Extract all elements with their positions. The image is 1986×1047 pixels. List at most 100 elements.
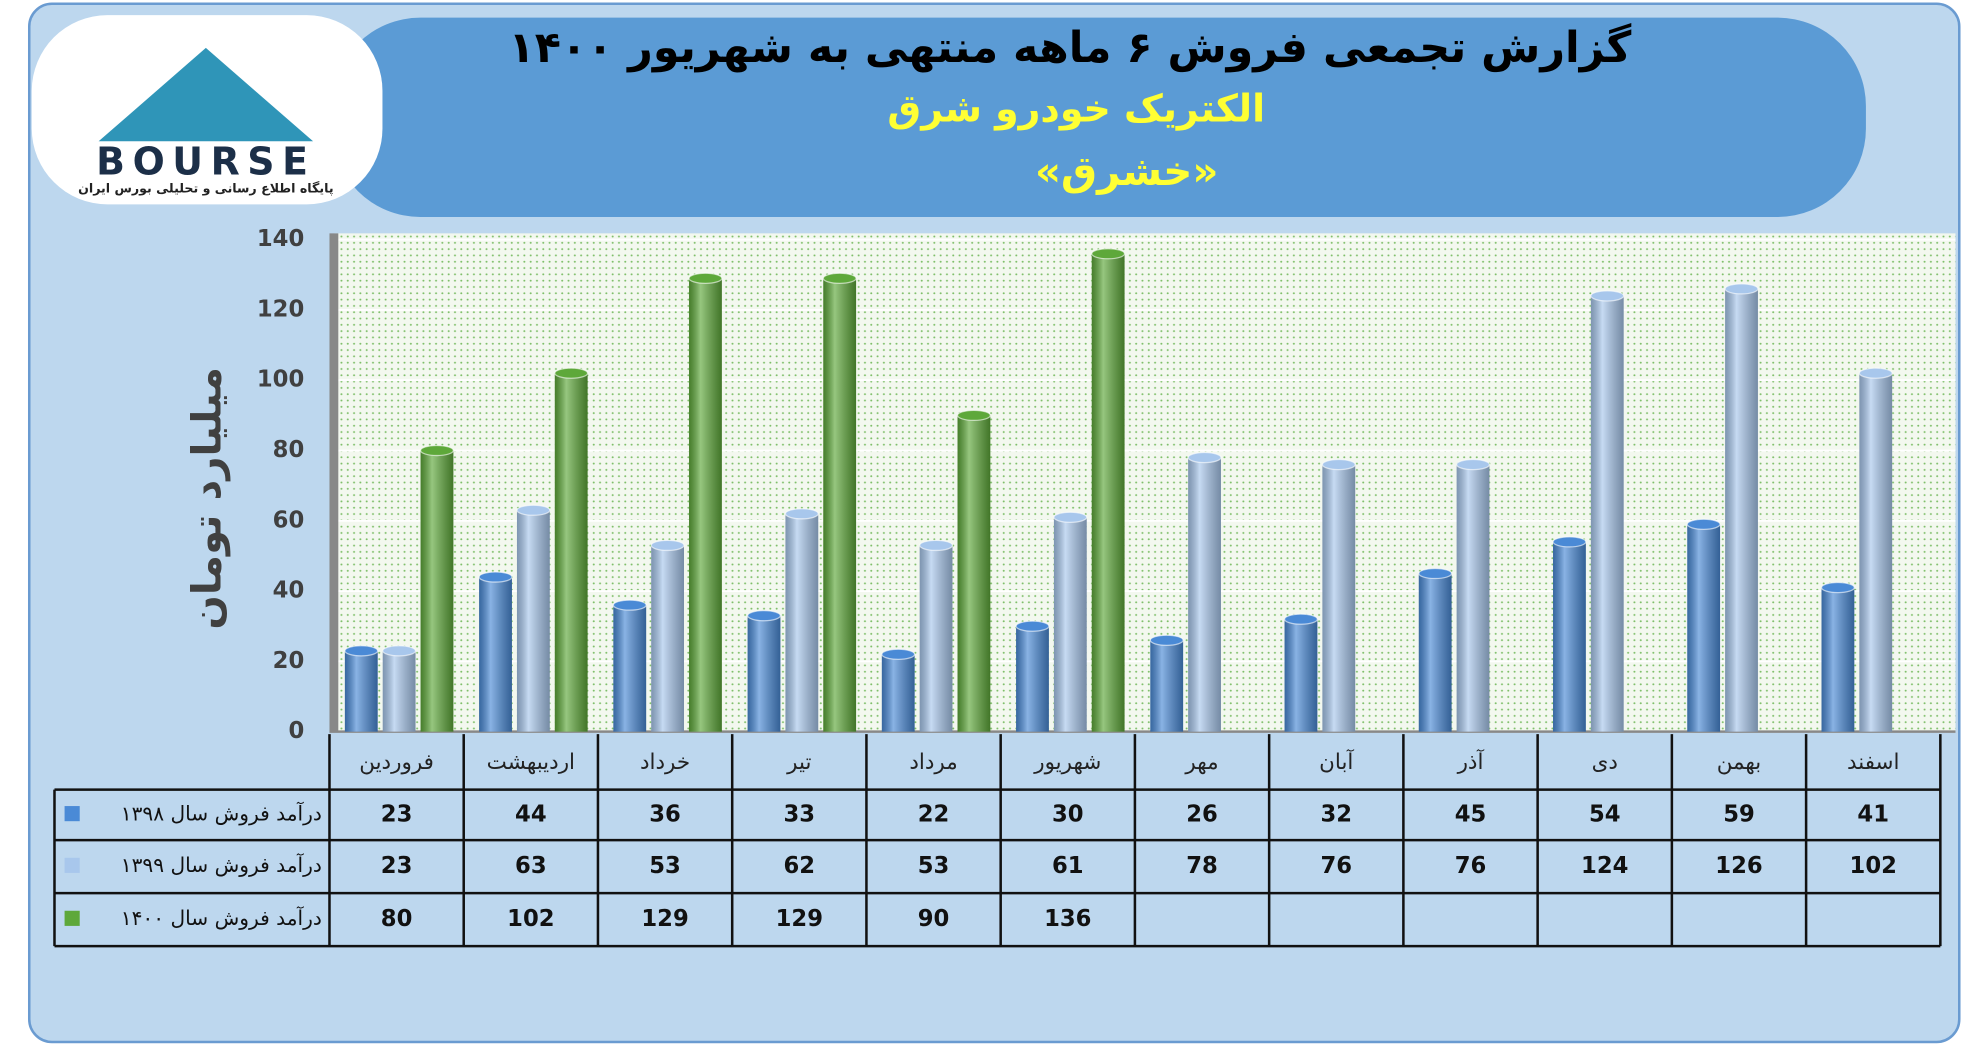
bar-top (344, 645, 379, 657)
x-tick-label: مهر (1184, 750, 1218, 775)
bar-shine (516, 510, 550, 732)
table-value: 54 (1589, 801, 1621, 827)
bar-shine (1091, 253, 1125, 732)
bar-top (1149, 634, 1184, 646)
table-value: 129 (776, 906, 823, 932)
bar-shine (1590, 295, 1624, 732)
bar-shine (823, 278, 857, 732)
table-value: 23 (381, 853, 413, 879)
table-value: 78 (1186, 853, 1218, 879)
table-value: 41 (1857, 801, 1889, 827)
x-tick-label: مرداد (909, 750, 957, 775)
bar-top (1552, 536, 1587, 548)
bar-shine (651, 545, 684, 732)
bar-top (688, 272, 723, 285)
y-tick-label: 40 (273, 578, 305, 604)
x-tick-label: دی (1592, 750, 1618, 775)
bar-top (1858, 367, 1893, 379)
bar-shine (382, 650, 416, 732)
plot-area (334, 233, 1956, 732)
bar-shine (344, 650, 378, 732)
y-tick-label: 20 (273, 648, 305, 674)
table-value: 45 (1455, 801, 1487, 827)
legend-label: درآمد فروش سال ۱۳۹۹ (121, 852, 322, 877)
x-tick-label: فروردین (359, 750, 434, 775)
chart-symbol: «خشرق» (1035, 148, 1219, 195)
table-value: 53 (918, 853, 950, 879)
bar-top (1724, 283, 1759, 295)
bar-top (612, 599, 647, 611)
table-value: 30 (1052, 801, 1084, 827)
x-tick-label: شهریور (1033, 750, 1101, 775)
table-value: 26 (1186, 801, 1218, 827)
table-bg (54, 789, 1941, 947)
table-value: 63 (515, 853, 547, 879)
table-value: 102 (507, 906, 554, 932)
bar-shine (747, 615, 781, 732)
x-tick-label: خرداد (640, 750, 690, 775)
bar-top (784, 508, 819, 520)
bar-top (881, 648, 916, 661)
table-value: 59 (1723, 801, 1755, 827)
bar-shine (420, 450, 454, 732)
y-axis-wall (329, 233, 339, 732)
bar-top (554, 367, 589, 379)
bar-shine (479, 577, 512, 732)
bar-shine (919, 545, 953, 732)
bar-shine (554, 373, 588, 732)
bar-top (1091, 248, 1126, 260)
bar-top (1418, 567, 1453, 580)
bar-shine (957, 415, 991, 732)
bar-shine (613, 605, 647, 732)
bar-shine (1053, 517, 1087, 732)
table-value: 53 (649, 853, 681, 879)
bar-top (419, 444, 454, 457)
y-tick-label: 100 (257, 367, 304, 393)
table-value: 129 (641, 906, 688, 932)
bar-top (1456, 458, 1491, 471)
table-value: 102 (1850, 853, 1897, 879)
table-value: 76 (1320, 853, 1352, 879)
table-value: 76 (1455, 853, 1487, 879)
chart-title: گزارش تجمعی فروش ۶ ماهه منتهی به شهریور … (509, 23, 1632, 73)
bar-top (516, 504, 551, 516)
table-value: 80 (381, 906, 413, 932)
y-tick-label: 0 (288, 718, 304, 744)
x-tick-label: تیر (786, 750, 811, 775)
table-value: 61 (1052, 853, 1084, 879)
table-value: 136 (1044, 906, 1091, 932)
bar-top (1187, 451, 1222, 464)
table-value: 33 (784, 801, 816, 827)
table-value: 22 (918, 801, 950, 827)
y-tick-label: 140 (257, 226, 304, 252)
bar-shine (1821, 587, 1855, 732)
header-banner (332, 17, 1866, 217)
bar-shine (785, 513, 819, 732)
bar-shine (1725, 288, 1758, 732)
bar-top (1820, 581, 1855, 594)
bar-shine (881, 654, 915, 732)
table-value: 44 (515, 801, 547, 827)
x-tick-label: اسفند (1847, 750, 1899, 775)
logo-icon (98, 47, 314, 142)
bar-top (746, 609, 782, 622)
x-tick-label: آذر (1457, 748, 1485, 775)
bar-shine (1859, 373, 1893, 732)
y-axis-label: میلیارد تومان (184, 367, 231, 630)
bar-top (382, 645, 417, 657)
bar-top (919, 539, 954, 552)
bar-top (1686, 518, 1721, 530)
bar-shine (1456, 464, 1490, 732)
legend-swatch (64, 910, 80, 926)
logo-caption: پایگاه اطلاع رسانی و تحلیلی بورس ایران (78, 181, 333, 196)
bar-top (478, 571, 513, 583)
bar-shine (1553, 541, 1586, 732)
y-tick-label: 80 (273, 437, 305, 463)
bar-shine (1188, 457, 1221, 732)
x-tick-label: آبان (1319, 748, 1354, 775)
bar-shine (1150, 640, 1184, 732)
legend-swatch (64, 806, 80, 822)
bar-shine (1687, 524, 1721, 732)
logo-text: BOURSE (96, 139, 315, 183)
legend-label: درآمد فروش سال ۱۴۰۰ (121, 905, 322, 930)
